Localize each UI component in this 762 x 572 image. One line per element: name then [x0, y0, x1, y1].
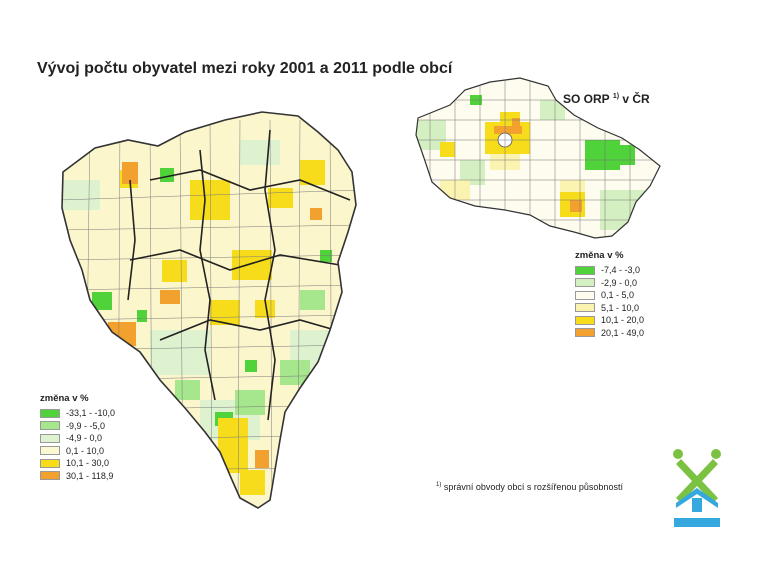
inset-title-rest: v ČR — [619, 92, 650, 106]
legend-swatch — [575, 278, 595, 288]
legend-label: -9,9 - -5,0 — [66, 420, 106, 431]
legend-label: 30,1 - 118,9 — [66, 470, 114, 481]
legend-label: -7,4 - -3,0 — [601, 265, 641, 276]
cr-outline — [415, 77, 661, 239]
legend-label: 20,1 - 49,0 — [601, 327, 645, 338]
main-legend: změna v % -33,1 - -10,0 -9,9 - -5,0 -4,9… — [40, 393, 115, 482]
footnote-text: správní obvody obcí s rozšířenou působno… — [441, 482, 623, 492]
legend-swatch — [40, 408, 60, 418]
main-legend-item: -4,9 - 0,0 — [40, 432, 115, 445]
main-legend-title: změna v % — [40, 393, 89, 404]
inset-title-main: SO ORP — [563, 92, 610, 106]
region-map — [61, 111, 357, 509]
legend-swatch — [40, 458, 60, 468]
legend-swatch — [40, 446, 60, 456]
legend-swatch — [40, 433, 60, 443]
inset-czech-map — [415, 77, 661, 239]
main-legend-item: -33,1 - -10,0 — [40, 407, 115, 420]
map-title: Vývoj počtu obyvatel mezi roky 2001 a 20… — [37, 60, 453, 77]
inset-legend-title: změna v % — [575, 250, 624, 261]
legend-label: 10,1 - 20,0 — [601, 315, 645, 326]
region-outline — [61, 111, 357, 509]
inset-legend-item: 10,1 - 20,0 — [575, 314, 644, 327]
legend-label: 0,1 - 5,0 — [601, 290, 635, 301]
inset-legend-item: 5,1 - 10,0 — [575, 302, 644, 315]
main-legend-item: -9,9 - -5,0 — [40, 420, 115, 433]
inset-map-title: SO ORP 1) v ČR — [563, 92, 650, 106]
legend-swatch — [40, 471, 60, 481]
inset-legend: změna v % -7,4 - -3,0 -2,9 - 0,0 0,1 - 5… — [575, 250, 644, 339]
inset-legend-item: -2,9 - 0,0 — [575, 277, 644, 290]
inset-legend-item: 0,1 - 5,0 — [575, 289, 644, 302]
legend-swatch — [575, 303, 595, 313]
main-legend-item: 30,1 - 118,9 — [40, 470, 115, 483]
footnote-mark: 1) — [436, 482, 442, 488]
legend-label: -33,1 - -10,0 — [66, 408, 116, 419]
legend-label: 0,1 - 10,0 — [66, 445, 105, 456]
cr-orp-borders — [416, 78, 660, 238]
legend-label: -4,9 - 0,0 — [66, 433, 103, 444]
main-legend-item: 10,1 - 30,0 — [40, 457, 115, 470]
inset-legend-item: 20,1 - 49,0 — [575, 327, 644, 340]
legend-label: 5,1 - 10,0 — [601, 302, 640, 313]
main-legend-item: 0,1 - 10,0 — [40, 445, 115, 458]
footnote: 1) správní obvody obcí s rozšířenou půso… — [436, 482, 623, 492]
legend-swatch — [575, 290, 595, 300]
legend-label: -2,9 - 0,0 — [601, 277, 638, 288]
inset-legend-item: -7,4 - -3,0 — [575, 264, 644, 277]
legend-label: 10,1 - 30,0 — [66, 458, 110, 469]
czso-logo-icon — [673, 449, 721, 527]
inset-title-footnote-mark: 1) — [612, 93, 620, 100]
legend-swatch — [575, 328, 595, 338]
legend-swatch — [575, 315, 595, 325]
cr-base-area — [416, 78, 660, 238]
legend-swatch — [40, 421, 60, 431]
orp-borders — [127, 129, 351, 421]
legend-swatch — [575, 265, 595, 275]
